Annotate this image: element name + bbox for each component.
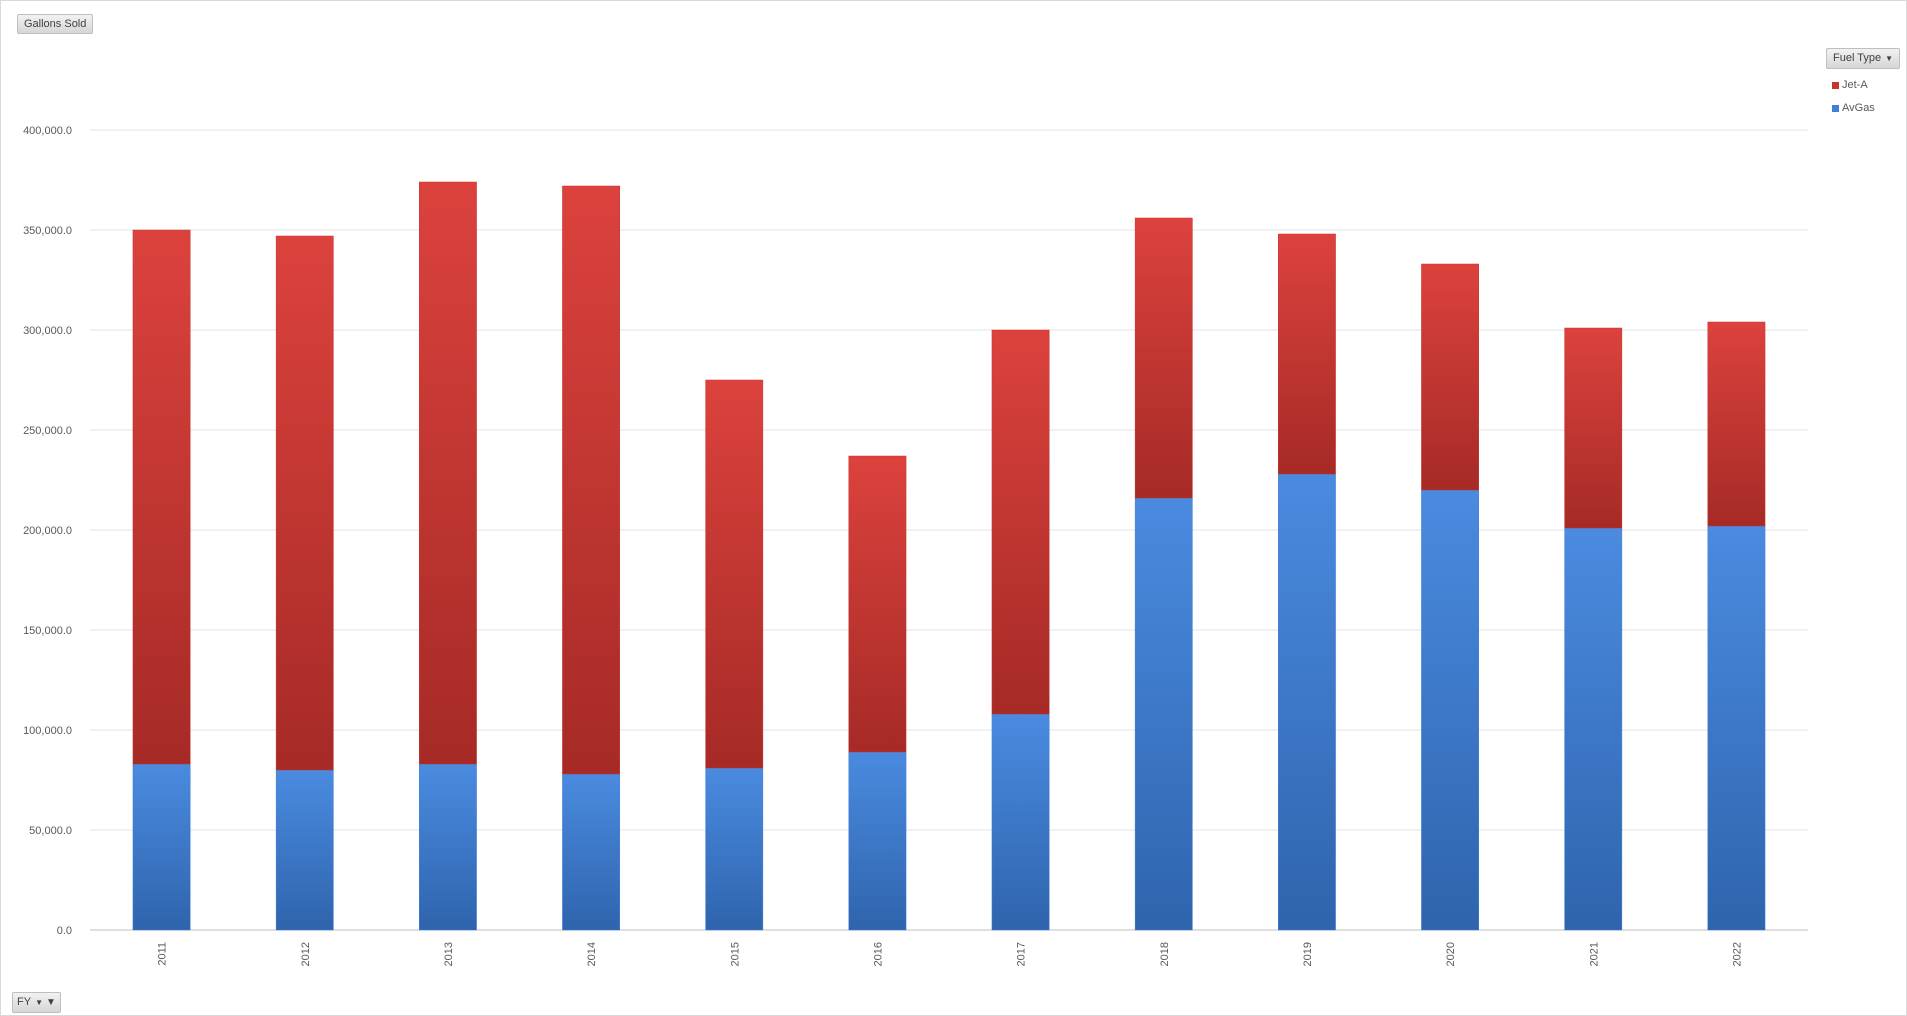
bar-avgas-2019[interactable] bbox=[1278, 473, 1336, 931]
dropdown-arrow-icon: ▼ bbox=[1885, 54, 1894, 63]
y-tick-label: 150,000.0 bbox=[23, 625, 72, 637]
bar-avgas-2016[interactable] bbox=[848, 751, 907, 931]
x-tick-label: 2020 bbox=[1445, 942, 1457, 966]
bars bbox=[132, 181, 1766, 931]
bar-jet-a-2022[interactable] bbox=[1707, 321, 1766, 527]
bar-jet-a-2018[interactable] bbox=[1134, 217, 1193, 499]
y-tick-label: 0.0 bbox=[57, 925, 72, 937]
bar-jet-a-2020[interactable] bbox=[1421, 263, 1479, 491]
x-tick-label: 2019 bbox=[1302, 942, 1314, 966]
x-tick-label: 2017 bbox=[1016, 942, 1028, 966]
bar-avgas-2018[interactable] bbox=[1134, 497, 1193, 931]
legend-swatch-jet-a bbox=[1832, 81, 1839, 89]
legend-field-button[interactable]: Fuel Type ▼ bbox=[1826, 48, 1901, 69]
legend-label-avgas: AvGas bbox=[1842, 102, 1875, 114]
legend: Fuel Type ▼ Jet-A AvGas bbox=[1826, 48, 1901, 115]
bar-jet-a-2019[interactable] bbox=[1278, 233, 1336, 475]
axis-field-button[interactable]: FY ▼ ▼ bbox=[12, 992, 61, 1013]
bar-jet-a-2013[interactable] bbox=[419, 181, 477, 765]
x-tick-label: 2016 bbox=[872, 942, 884, 966]
bar-jet-a-2017[interactable] bbox=[991, 329, 1050, 715]
y-tick-label: 350,000.0 bbox=[23, 225, 72, 237]
bar-avgas-2013[interactable] bbox=[419, 763, 477, 931]
x-tick-label: 2021 bbox=[1588, 942, 1600, 966]
bar-jet-a-2016[interactable] bbox=[848, 455, 907, 753]
y-tick-label: 50,000.0 bbox=[29, 825, 72, 837]
y-tick-label: 200,000.0 bbox=[23, 525, 72, 537]
axis-field-label: FY bbox=[17, 996, 32, 1008]
values-field-label: Gallons Sold bbox=[24, 18, 87, 30]
x-axis-ticks: 2011 2012 2013 2014 2015 2016 2017 2018 2019 2020… bbox=[157, 942, 1744, 966]
bar-avgas-2020[interactable] bbox=[1421, 489, 1479, 931]
legend-item-avgas: AvGas bbox=[1832, 101, 1900, 115]
bar-avgas-2012[interactable] bbox=[275, 769, 334, 931]
filter-icon: ▼ bbox=[45, 997, 56, 1008]
y-tick-label: 100,000.0 bbox=[23, 725, 72, 737]
dropdown-arrow-icon: ▼ bbox=[35, 998, 43, 1007]
x-tick-label: 2012 bbox=[300, 942, 312, 966]
bar-avgas-2015[interactable] bbox=[705, 767, 764, 931]
x-tick-label: 2018 bbox=[1159, 942, 1171, 966]
x-tick-label: 2015 bbox=[729, 942, 741, 966]
x-tick-label: 2013 bbox=[443, 942, 455, 966]
x-tick-label: 2014 bbox=[586, 942, 598, 966]
legend-field-label: Fuel Type bbox=[1833, 52, 1882, 64]
bar-avgas-2021[interactable] bbox=[1564, 527, 1623, 931]
bar-jet-a-2014[interactable] bbox=[562, 185, 620, 775]
bar-avgas-2017[interactable] bbox=[991, 713, 1050, 931]
x-tick-label: 2022 bbox=[1731, 942, 1743, 966]
bar-jet-a-2012[interactable] bbox=[275, 235, 334, 771]
bar-avgas-2022[interactable] bbox=[1707, 525, 1766, 931]
x-tick-label: 2011 bbox=[157, 942, 169, 966]
bar-jet-a-2011[interactable] bbox=[132, 229, 191, 765]
y-tick-label: 300,000.0 bbox=[23, 325, 72, 337]
y-tick-label: 400,000.0 bbox=[23, 125, 72, 137]
legend-item-jet-a: Jet-A bbox=[1832, 78, 1900, 92]
bar-avgas-2011[interactable] bbox=[132, 763, 191, 931]
bar-jet-a-2015[interactable] bbox=[705, 379, 764, 769]
y-axis-ticks: 0.0 50,000.0 100,000.0 150,000.0 200,000.0 25… bbox=[23, 125, 72, 937]
legend-swatch-avgas bbox=[1832, 104, 1839, 112]
y-tick-label: 250,000.0 bbox=[23, 425, 72, 437]
bar-avgas-2014[interactable] bbox=[562, 773, 620, 931]
gridlines bbox=[90, 129, 1808, 931]
bar-jet-a-2021[interactable] bbox=[1564, 327, 1623, 529]
legend-label-jet-a: Jet-A bbox=[1842, 79, 1868, 91]
values-field-button[interactable]: Gallons Sold bbox=[17, 14, 94, 34]
